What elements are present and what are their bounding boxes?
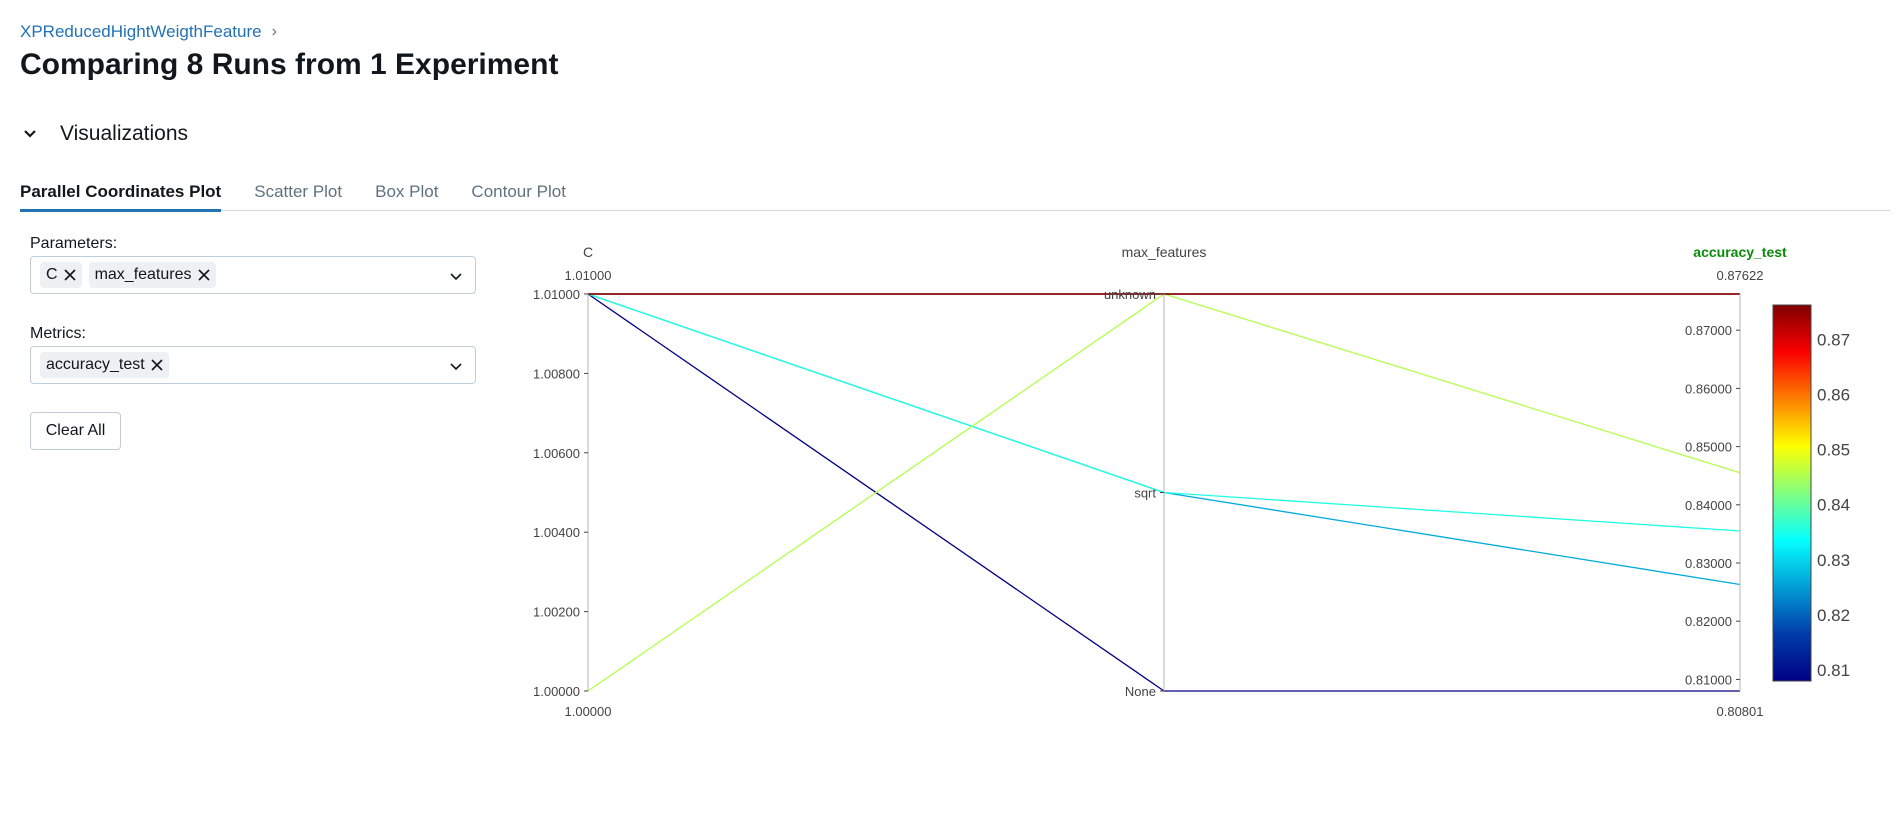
tick-label: None — [1125, 684, 1156, 699]
axis-range-max: 0.87622 — [1717, 268, 1764, 283]
metrics-select[interactable]: accuracy_test — [30, 346, 476, 384]
tab-scatter-plot[interactable]: Scatter Plot — [254, 182, 343, 201]
axis-title: C — [583, 244, 593, 260]
parameter-chip: C — [40, 262, 82, 288]
chevron-down-icon[interactable] — [449, 269, 463, 283]
tick-label: 1.00400 — [533, 525, 580, 540]
tick-label: 0.85000 — [1685, 440, 1732, 455]
breadcrumb-experiment-link[interactable]: XPReducedHightWeigthFeature — [20, 22, 262, 41]
metrics-label: Metrics: — [30, 325, 86, 342]
axis-range-min: 0.80801 — [1717, 704, 1764, 719]
axis-title: max_features — [1122, 244, 1207, 260]
close-icon[interactable] — [151, 359, 163, 371]
tab-parallel-coordinates[interactable]: Parallel Coordinates Plot — [20, 174, 222, 212]
chevron-down-icon[interactable] — [449, 359, 463, 373]
clear-all-button[interactable]: Clear All — [30, 412, 121, 450]
metric-chip: accuracy_test — [40, 352, 169, 378]
colorbar-tick-label: 0.85 — [1817, 441, 1850, 460]
visualization-tabs: Parallel Coordinates Plot Scatter Plot B… — [20, 174, 1890, 212]
page-title: Comparing 8 Runs from 1 Experiment — [20, 48, 559, 81]
tick-label: sqrt — [1134, 486, 1156, 501]
parameter-chip-label: C — [46, 266, 58, 283]
metric-chip-label: accuracy_test — [46, 356, 145, 373]
tick-label: 0.86000 — [1685, 381, 1732, 396]
tick-label: 0.83000 — [1685, 556, 1732, 571]
parameters-label: Parameters: — [30, 235, 118, 252]
visualizations-section-toggle[interactable]: Visualizations — [20, 122, 188, 146]
tick-label: 0.87000 — [1685, 323, 1732, 338]
colorbar-tick-label: 0.84 — [1817, 496, 1850, 515]
tick-label: unknown — [1104, 287, 1156, 302]
close-icon[interactable] — [63, 269, 76, 281]
tick-label: 0.81000 — [1685, 672, 1732, 687]
tick-label: 1.00200 — [533, 605, 580, 620]
colorbar-tick-label: 0.81 — [1817, 661, 1850, 680]
colorbar — [1772, 304, 1812, 682]
colorbar-tick-label: 0.82 — [1817, 606, 1850, 625]
parameter-chip-label: max_features — [94, 266, 192, 283]
breadcrumb: XPReducedHightWeigthFeature › — [20, 22, 277, 42]
parameter-chip: max_features — [88, 262, 216, 288]
close-icon[interactable] — [197, 269, 210, 281]
axis-range-max: 1.01000 — [565, 268, 612, 283]
tick-label: 1.00800 — [533, 366, 580, 381]
chevron-right-icon: › — [271, 23, 277, 40]
colorbar-tick-label: 0.83 — [1817, 551, 1850, 570]
tab-box-plot[interactable]: Box Plot — [375, 182, 439, 201]
tick-label: 0.84000 — [1685, 498, 1732, 513]
tab-contour-plot[interactable]: Contour Plot — [471, 182, 566, 201]
tick-label: 1.01000 — [533, 287, 580, 302]
axis-range-min: 1.00000 — [565, 704, 612, 719]
tick-label: 1.00600 — [533, 446, 580, 461]
axis-title: accuracy_test — [1693, 244, 1787, 260]
colorbar-tick-label: 0.87 — [1817, 330, 1850, 349]
parameters-select[interactable]: C max_features — [30, 256, 476, 294]
chevron-down-icon — [24, 130, 36, 138]
tick-label: 0.82000 — [1685, 614, 1732, 629]
tick-label: 1.00000 — [533, 684, 580, 699]
colorbar-tick-label: 0.86 — [1817, 385, 1850, 404]
section-title: Visualizations — [60, 122, 189, 145]
